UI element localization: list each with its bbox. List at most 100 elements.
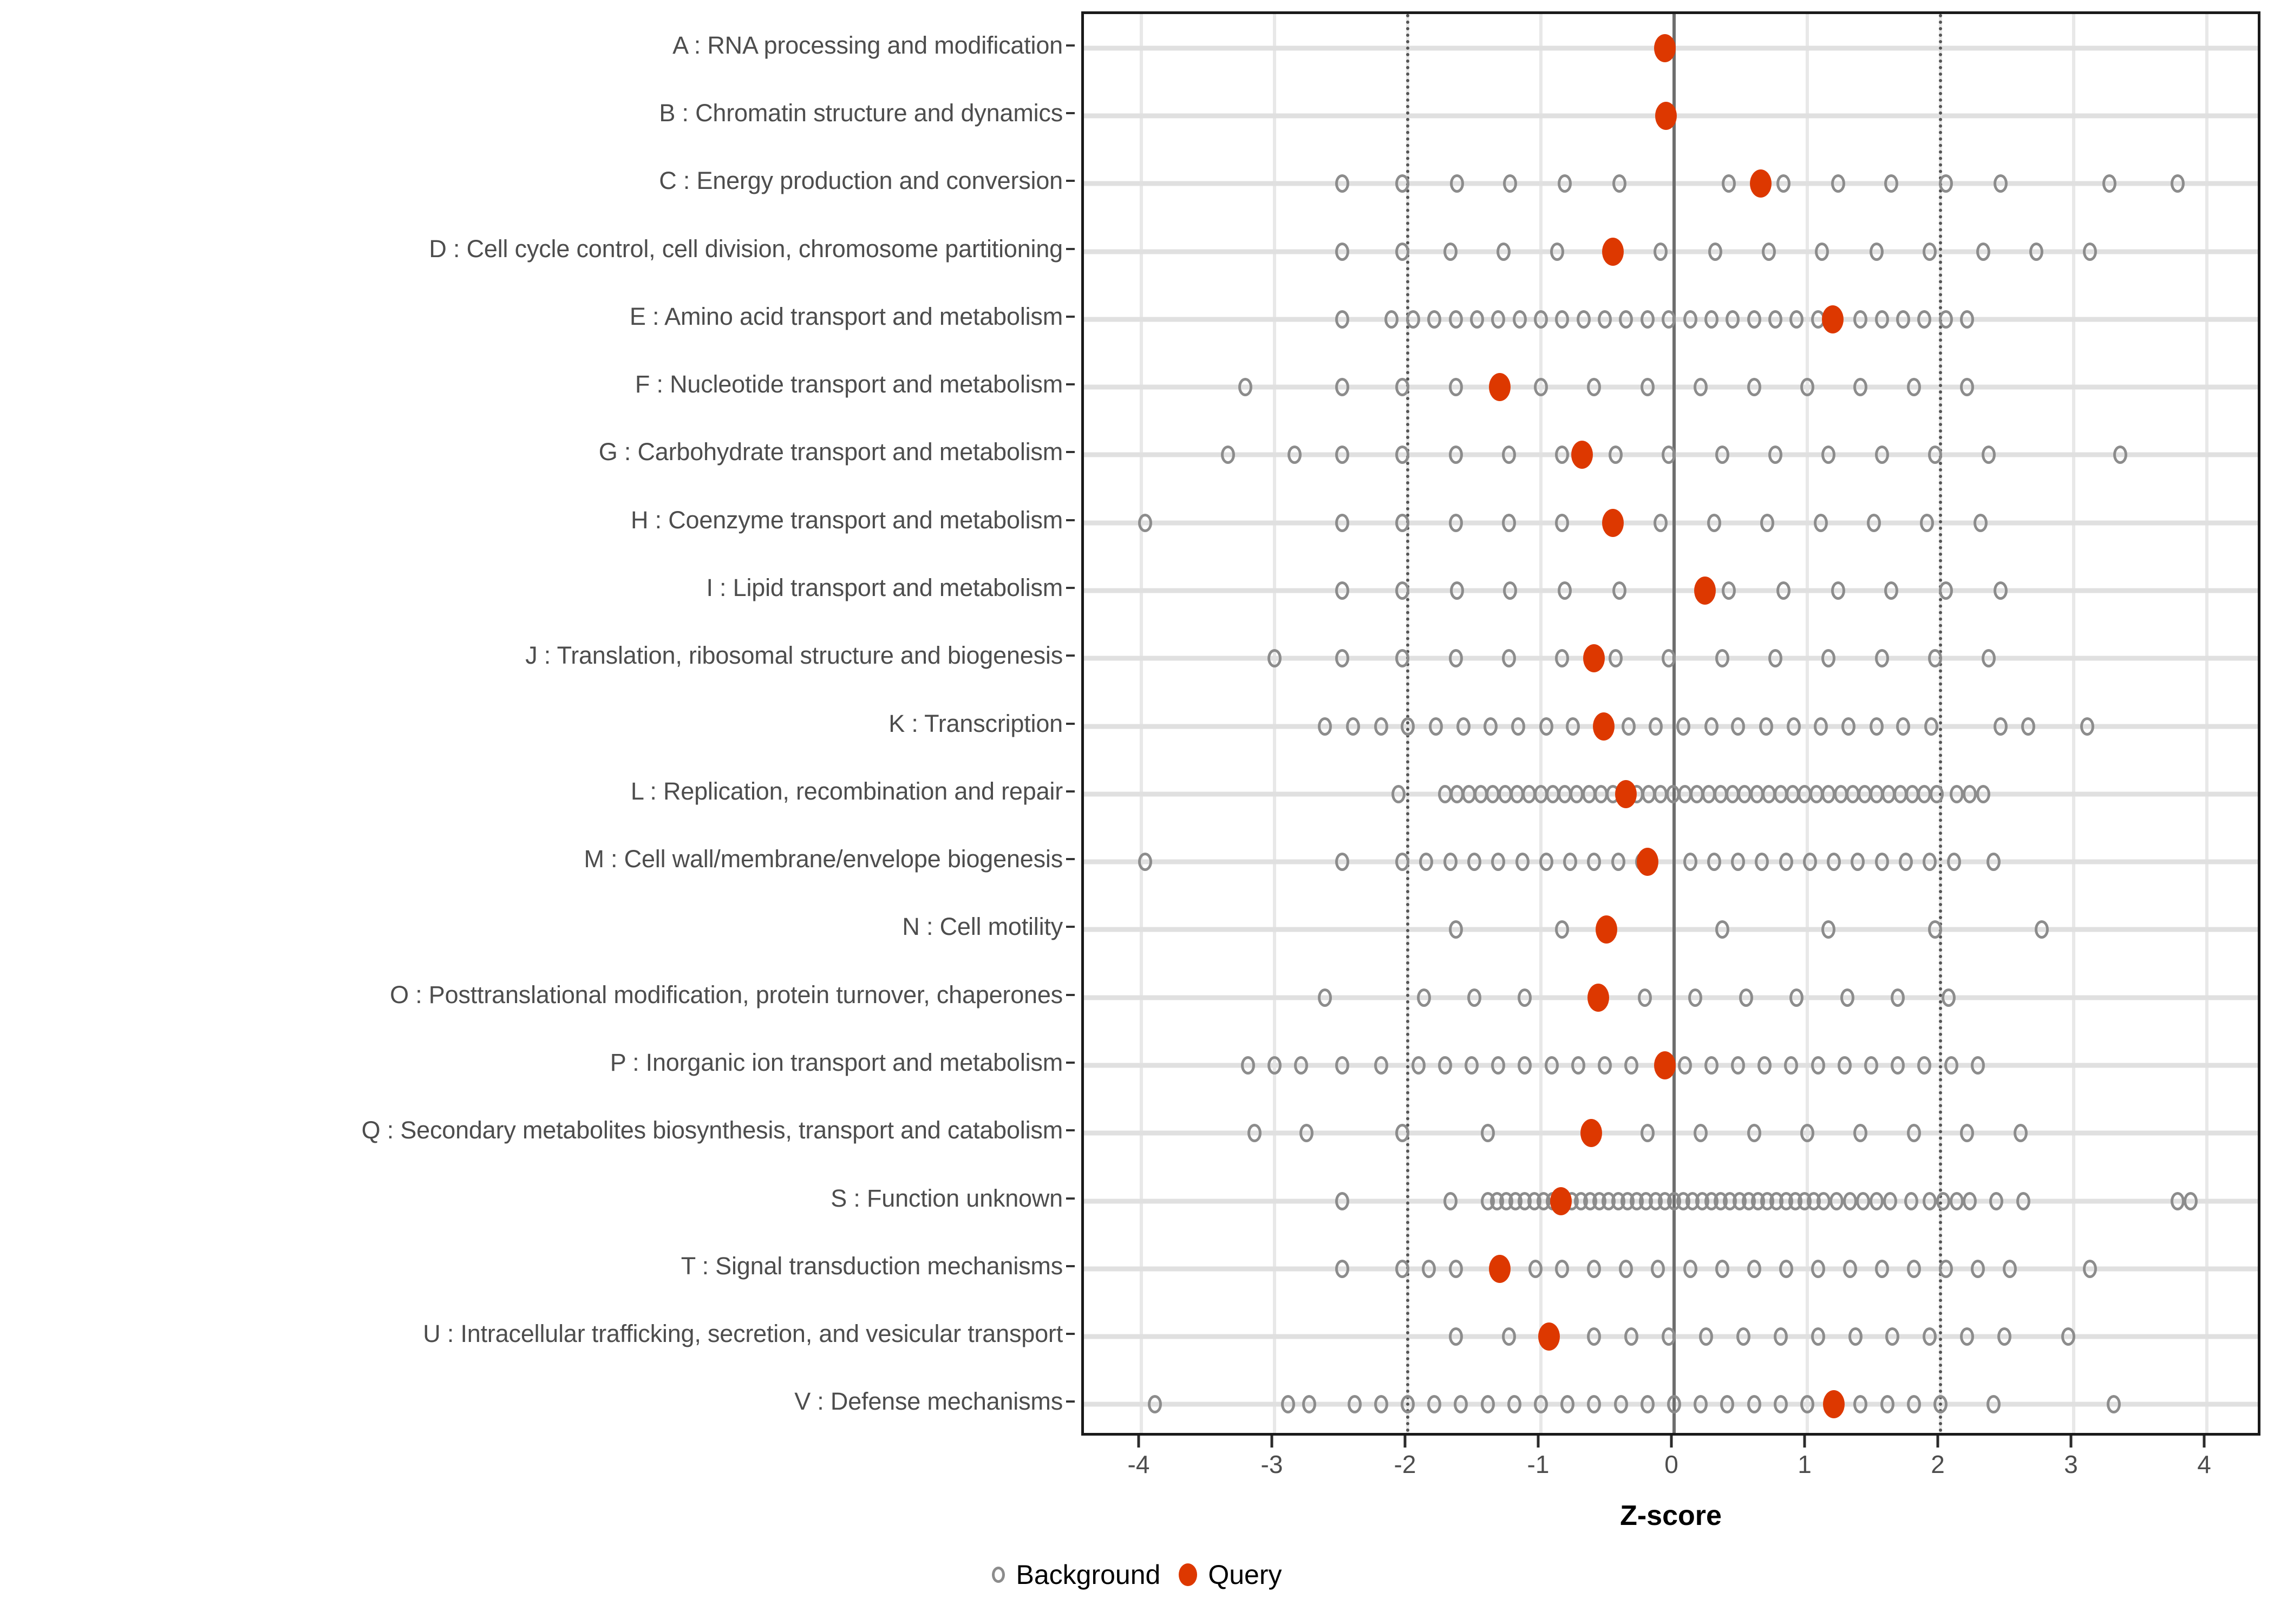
grid-line-horizontal bbox=[1084, 859, 2258, 865]
background-point bbox=[1827, 853, 1841, 872]
background-point bbox=[1946, 853, 1961, 872]
background-point bbox=[1938, 310, 1953, 329]
grid-line-horizontal bbox=[1084, 384, 2258, 390]
background-point bbox=[1563, 853, 1578, 872]
background-point bbox=[1731, 853, 1746, 872]
background-point bbox=[1906, 1124, 1921, 1143]
y-axis-label: K : Transcription bbox=[888, 709, 1063, 737]
x-axis-tick bbox=[1137, 1436, 1140, 1448]
background-point bbox=[1395, 242, 1410, 261]
background-point bbox=[1987, 1395, 2001, 1414]
background-point bbox=[1448, 378, 1463, 397]
background-point bbox=[1989, 1191, 2004, 1210]
background-point bbox=[1923, 242, 1937, 261]
background-point bbox=[1993, 581, 2008, 600]
background-point bbox=[1640, 1395, 1655, 1414]
grid-line-vertical bbox=[2072, 14, 2075, 1433]
background-point bbox=[1448, 446, 1463, 464]
background-point bbox=[1938, 174, 1953, 193]
background-point bbox=[1465, 1056, 1479, 1075]
y-axis-tick bbox=[1066, 1265, 1075, 1267]
background-point bbox=[1704, 717, 1718, 736]
y-axis-tick bbox=[1066, 722, 1075, 725]
background-point bbox=[1960, 1327, 1975, 1346]
background-point bbox=[1768, 446, 1782, 464]
background-point bbox=[1848, 1327, 1863, 1346]
background-point bbox=[1335, 310, 1350, 329]
x-axis-tick bbox=[1936, 1436, 1939, 1448]
background-point bbox=[2170, 174, 2185, 193]
background-point bbox=[1944, 1056, 1958, 1075]
background-point bbox=[1294, 1056, 1309, 1075]
background-point bbox=[1428, 717, 1443, 736]
background-point bbox=[1608, 649, 1623, 668]
background-point bbox=[1928, 649, 1943, 668]
background-point bbox=[1335, 446, 1350, 464]
background-point bbox=[1637, 988, 1652, 1007]
background-point bbox=[1318, 717, 1332, 736]
background-point bbox=[1787, 717, 1801, 736]
query-point bbox=[1595, 915, 1617, 944]
background-point bbox=[1811, 1056, 1825, 1075]
background-point bbox=[1335, 242, 1350, 261]
background-point bbox=[1677, 1056, 1692, 1075]
background-point bbox=[2170, 1191, 2185, 1210]
background-point bbox=[1776, 174, 1791, 193]
background-point bbox=[1598, 1056, 1612, 1075]
background-point bbox=[1789, 988, 1804, 1007]
background-point bbox=[1507, 1395, 1521, 1414]
background-point bbox=[1773, 1395, 1788, 1414]
background-point bbox=[1612, 174, 1627, 193]
background-point bbox=[1800, 1395, 1814, 1414]
background-point bbox=[2102, 174, 2117, 193]
query-point bbox=[1655, 101, 1677, 130]
background-point bbox=[1896, 717, 1911, 736]
background-point bbox=[1884, 174, 1898, 193]
background-point bbox=[1874, 649, 1889, 668]
background-point bbox=[1518, 988, 1532, 1007]
background-point bbox=[1938, 1259, 1953, 1278]
background-point bbox=[1335, 853, 1350, 872]
background-point bbox=[1853, 310, 1868, 329]
background-point bbox=[1534, 378, 1548, 397]
background-point bbox=[1867, 513, 1881, 532]
background-point bbox=[1924, 717, 1938, 736]
x-axis-tick-label: 1 bbox=[1798, 1450, 1812, 1478]
background-point bbox=[1885, 1327, 1900, 1346]
query-point bbox=[1654, 1051, 1676, 1079]
background-point bbox=[1528, 1259, 1543, 1278]
background-point bbox=[1619, 1259, 1633, 1278]
query-point bbox=[1592, 712, 1615, 741]
query-point bbox=[1636, 848, 1658, 876]
y-axis-label: J : Translation, ribosomal structure and… bbox=[525, 641, 1063, 670]
background-point bbox=[1280, 1395, 1295, 1414]
background-point bbox=[1981, 649, 1996, 668]
background-point bbox=[1963, 784, 1977, 803]
background-point bbox=[1346, 717, 1361, 736]
background-point bbox=[2113, 446, 2128, 464]
background-point bbox=[1869, 717, 1884, 736]
y-axis-label: F : Nucleotide transport and metabolism bbox=[635, 370, 1063, 398]
reference-line bbox=[1672, 14, 1676, 1433]
x-axis-title: Z-score bbox=[1620, 1500, 1722, 1531]
background-point bbox=[1651, 1259, 1665, 1278]
background-point bbox=[1976, 242, 1990, 261]
background-point bbox=[1874, 446, 1889, 464]
background-point bbox=[1831, 174, 1845, 193]
background-point bbox=[1842, 1191, 1857, 1210]
background-point bbox=[1555, 920, 1570, 939]
query-point bbox=[1821, 305, 1844, 333]
x-axis-tick bbox=[2203, 1436, 2206, 1448]
x-axis-tick bbox=[2069, 1436, 2073, 1448]
background-point bbox=[1395, 853, 1410, 872]
background-point bbox=[1448, 1327, 1463, 1346]
background-point bbox=[1456, 717, 1471, 736]
background-point bbox=[1707, 853, 1721, 872]
background-point bbox=[1731, 1056, 1746, 1075]
background-point bbox=[1491, 1056, 1506, 1075]
background-point bbox=[1501, 446, 1516, 464]
grid-line-horizontal bbox=[1084, 588, 2258, 593]
background-point bbox=[1800, 378, 1814, 397]
background-point bbox=[1923, 853, 1937, 872]
background-point bbox=[1550, 242, 1564, 261]
